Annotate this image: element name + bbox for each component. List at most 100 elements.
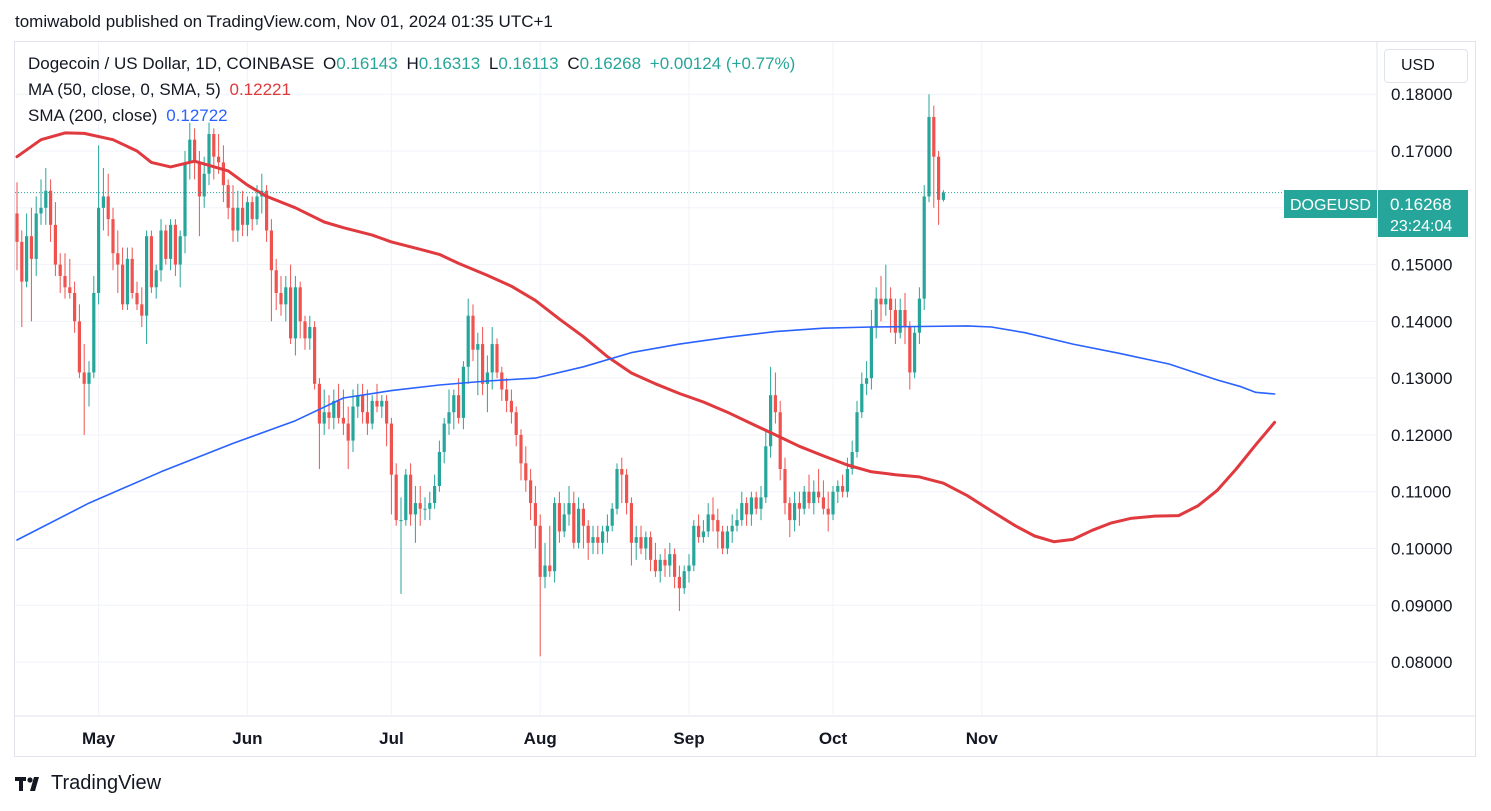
candle-body <box>380 400 384 407</box>
candle-up <box>125 247 129 311</box>
last-price-tag <box>1378 190 1468 237</box>
candle-down <box>231 185 235 242</box>
candle-body <box>226 185 230 208</box>
candle-body <box>543 565 547 577</box>
candle-body <box>308 327 312 339</box>
candle-up <box>34 196 38 276</box>
candle-up <box>913 327 917 379</box>
candle-body <box>317 383 321 424</box>
tradingview-logo-icon <box>15 776 39 791</box>
candle-up <box>159 219 163 282</box>
candle-down <box>697 514 701 543</box>
price-tick-label: 0.11000 <box>1391 483 1451 502</box>
candle-body <box>466 315 470 367</box>
candle-up <box>380 395 384 418</box>
candle-body <box>351 406 355 441</box>
candle-down <box>673 548 677 589</box>
candle-up <box>370 395 374 430</box>
candle-up <box>562 503 566 538</box>
legend-open-value: 0.16143 <box>336 54 398 73</box>
candle-down <box>893 298 897 345</box>
candle-down <box>140 287 144 328</box>
legend-ohlc-row[interactable]: Dogecoin / US Dollar, 1D, COINBASE O0.16… <box>28 54 799 74</box>
candle-body <box>577 508 581 543</box>
candle-body <box>212 133 216 157</box>
candle-down <box>111 207 115 271</box>
candle-up <box>793 491 797 532</box>
price-tick-label: 0.09000 <box>1391 596 1452 615</box>
chart-frame[interactable] <box>14 41 1476 757</box>
candle-body <box>658 559 662 572</box>
legend-sma-row[interactable]: SMA (200, close) 0.12722 <box>28 106 232 126</box>
candle-body <box>341 417 345 424</box>
axis-dividers <box>15 42 1475 756</box>
candle-up <box>615 463 619 515</box>
candle-body <box>202 173 206 197</box>
candle-down <box>620 457 624 504</box>
candle-down <box>68 258 72 299</box>
candle-body <box>399 520 403 522</box>
candle-down <box>711 497 715 532</box>
candle-up <box>725 525 729 555</box>
candle-body <box>471 315 475 350</box>
legend-ma-row[interactable]: MA (50, close, 0, SMA, 5) 0.12221 <box>28 80 295 100</box>
candle-body <box>135 292 139 305</box>
candle-body <box>711 514 715 521</box>
legend-ma-label: MA (50, close, 0, SMA, 5) <box>28 80 221 99</box>
candle-down <box>298 281 302 339</box>
candle-up <box>39 179 43 225</box>
candle-down <box>807 474 811 509</box>
legend-low-value: 0.16113 <box>498 54 559 73</box>
candle-body <box>567 503 571 515</box>
candle-up <box>490 327 494 390</box>
candle-body <box>927 116 931 197</box>
candle-body <box>893 310 897 333</box>
candle-down <box>15 182 19 271</box>
candle-down <box>596 525 600 555</box>
candle-up <box>735 508 739 532</box>
candle-up <box>97 145 101 305</box>
legend-high-value: 0.16313 <box>418 54 481 73</box>
candle-down <box>754 491 758 515</box>
candle-up <box>284 275 288 322</box>
candle-body <box>346 423 350 441</box>
candle-body <box>457 395 461 418</box>
candle-body <box>692 525 696 566</box>
candle-down <box>193 128 197 180</box>
candle-body <box>759 497 763 509</box>
price-axis: 0.08000 0.09000 0.10000 0.11000 0.12000 0.130… <box>1391 85 1452 672</box>
last-price-label: 0.16268 <box>1390 195 1451 214</box>
candle-down <box>221 145 225 203</box>
candle-up <box>207 122 211 186</box>
candle-up <box>399 497 403 594</box>
candle-up <box>476 332 480 396</box>
candle-down <box>548 525 552 577</box>
candle-up <box>154 264 158 299</box>
candle-down <box>629 497 633 566</box>
candle-down <box>481 327 485 396</box>
candle-body <box>745 503 749 515</box>
footer-brand[interactable]: TradingView <box>15 772 161 795</box>
candle-up <box>869 310 873 390</box>
candle-body <box>509 400 513 413</box>
candle-body <box>937 156 941 200</box>
legend-ma-value: 0.12221 <box>229 80 291 99</box>
candle-up <box>44 168 48 225</box>
candle-up <box>874 287 878 339</box>
candle-down <box>82 344 86 435</box>
candle-down <box>365 389 369 435</box>
candle-down <box>116 230 120 293</box>
candle-body <box>668 554 672 566</box>
candle-up <box>865 361 869 396</box>
grid-layer <box>15 42 1376 715</box>
candle-down <box>509 389 513 424</box>
candle-body <box>557 503 561 532</box>
candle-down <box>29 207 33 322</box>
candle-down <box>721 525 725 555</box>
legend-l-label: L <box>488 54 499 73</box>
candle-body <box>917 298 921 333</box>
candle-body <box>197 162 201 197</box>
currency-button[interactable]: USD <box>1384 49 1468 83</box>
candle-down <box>841 474 845 498</box>
